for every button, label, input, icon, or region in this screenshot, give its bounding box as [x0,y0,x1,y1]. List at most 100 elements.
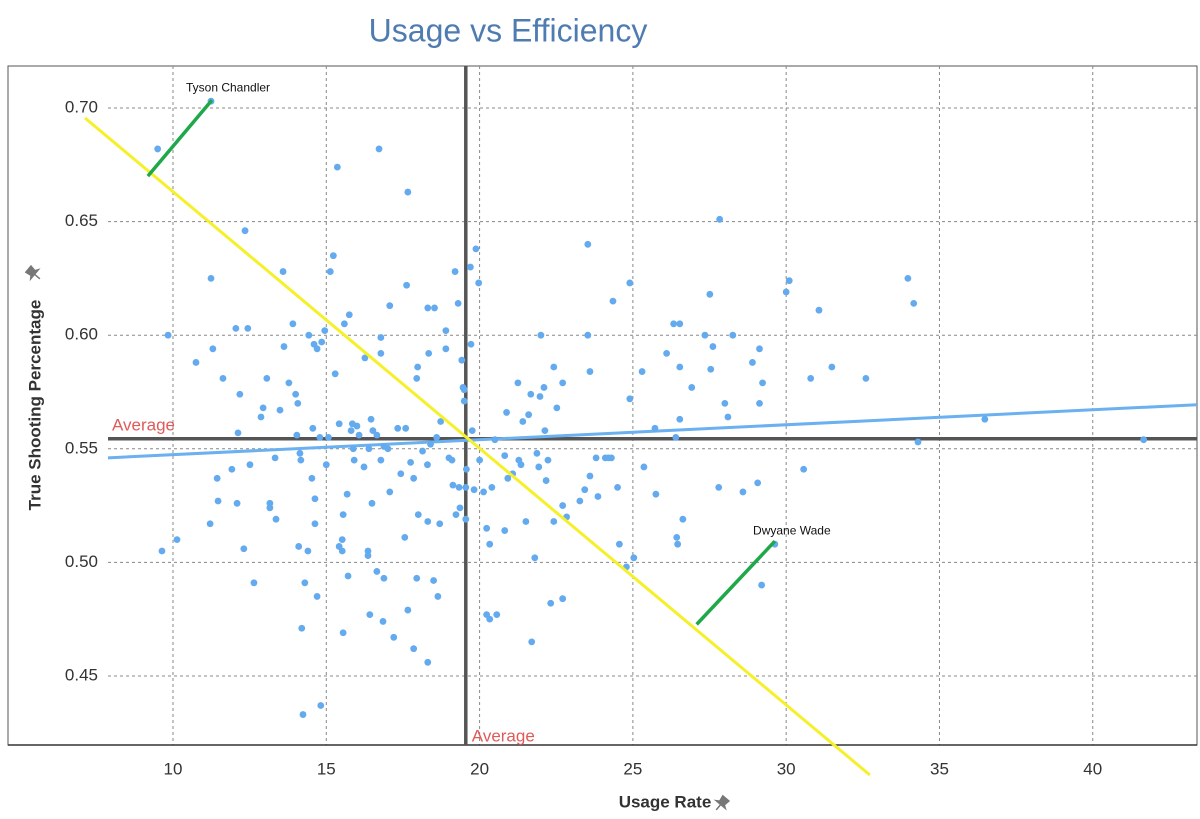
point [386,302,394,310]
point [280,343,288,350]
x-tick-label: 25 [623,759,642,778]
point [339,629,347,637]
point [503,409,510,416]
point [576,497,584,505]
point [338,547,346,555]
point [525,411,533,419]
point [263,374,271,382]
point [313,345,321,353]
point [266,504,274,512]
point [373,568,381,575]
point [419,447,426,455]
point [236,390,244,398]
point [460,397,468,405]
point [533,449,541,457]
average-label: Average [472,726,535,745]
pin-icon [24,264,41,282]
point [158,547,166,555]
point [316,434,324,441]
point [343,490,351,498]
point [257,413,265,421]
trend-line [107,403,1198,460]
point [413,574,421,582]
point [436,520,444,528]
point [535,463,543,471]
point [462,515,470,523]
point [550,363,558,371]
point [527,390,535,398]
point [397,470,405,478]
point [379,618,387,625]
annotation-label: Tyson Chandler [186,80,270,94]
point [313,593,321,600]
point [609,297,617,305]
point [192,359,200,366]
x-tick-label: 30 [777,759,796,778]
point [434,593,442,600]
pin-icon [713,794,731,811]
point [537,331,545,339]
point [910,299,918,307]
point [541,427,549,435]
point [431,304,438,312]
point [674,540,682,548]
point [345,311,353,319]
point [437,418,445,425]
x-tick-label: 10 [164,759,183,778]
point [491,436,499,444]
point [321,327,329,335]
point [349,445,357,453]
plot-frame [7,65,1198,746]
point [614,483,621,491]
point [427,440,434,448]
point [322,461,330,469]
leader-line [695,540,777,626]
point [759,379,766,387]
point [536,393,544,400]
point [390,633,398,641]
point [367,415,375,423]
point [559,502,567,509]
annotation-label: Dwyane Wade [753,523,831,537]
point [246,461,254,469]
point [244,324,252,332]
point [295,543,303,550]
point [424,658,432,666]
point [456,504,464,512]
point [402,424,410,432]
x-tick-label: 20 [470,759,489,778]
point [688,384,696,391]
point [380,574,388,582]
point [553,404,561,412]
point [369,427,377,435]
point [729,331,737,339]
y-tick-label: 0.70 [65,98,98,117]
point [663,349,671,357]
point [676,415,684,423]
point [981,415,989,423]
point [807,374,815,382]
point [449,481,457,489]
point [347,427,355,435]
point [344,572,352,580]
point [424,518,432,525]
point [458,356,466,364]
point [706,290,714,298]
point [448,456,456,464]
y-tick-label: 0.65 [65,211,98,230]
point [365,445,373,453]
point [615,540,623,548]
point [679,515,687,523]
point [317,702,325,709]
point [373,431,381,439]
point [782,288,790,296]
point [739,488,747,496]
point [233,499,241,507]
point [209,345,217,353]
point [425,349,433,357]
y-axis-label: True Shooting Percentage [25,300,44,511]
point [673,533,681,541]
point [483,524,491,532]
x-tick-label: 40 [1083,759,1102,778]
y-tick-label: 0.45 [65,665,98,684]
